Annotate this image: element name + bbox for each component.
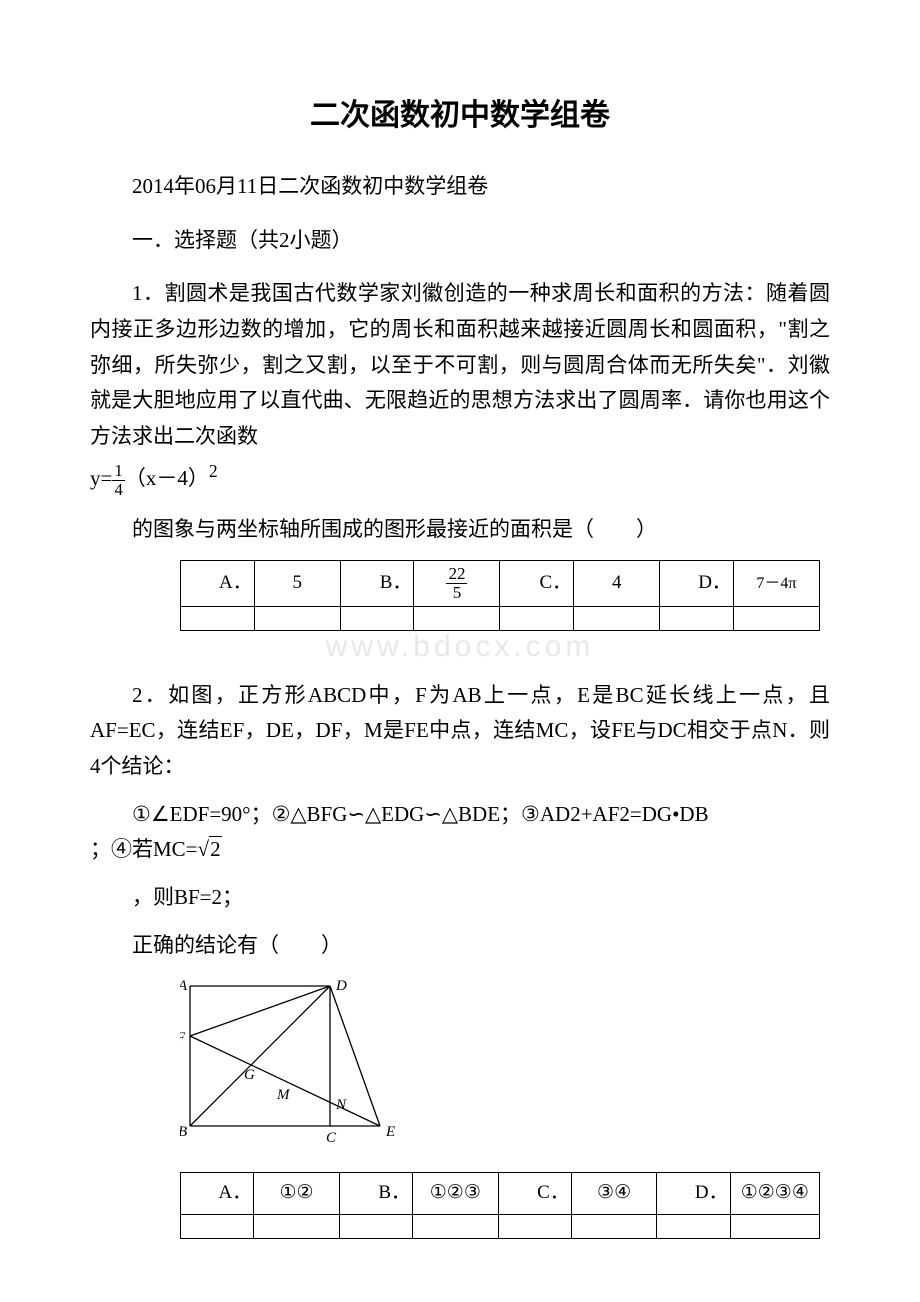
svg-text:M: M	[276, 1087, 291, 1103]
formula-prefix: y=	[90, 466, 112, 490]
svg-text:G: G	[244, 1067, 255, 1083]
q1-body: 1．割圆术是我国古代数学家刘徽创造的一种求周长和面积的方法：随着圆内接正多边形边…	[90, 276, 830, 454]
geometry-diagram: A D B C F E G M N	[180, 976, 410, 1151]
section-1-heading: 一．选择题（共2小题）	[90, 223, 830, 259]
table-row: A． ①② B． ①②③ C． ③④ D． ①②③④	[181, 1173, 820, 1214]
subtitle: 2014年06月11日二次函数初中数学组卷	[90, 169, 830, 205]
q2-figure: A D B C F E G M N	[180, 976, 830, 1163]
sqrt-icon: √2	[198, 836, 222, 861]
svg-text:B: B	[180, 1124, 187, 1140]
option-val-a: ①②	[254, 1173, 340, 1214]
q1-followup: 的图象与两坐标轴所围成的图形最接近的面积是（ ）	[90, 512, 830, 548]
svg-text:C: C	[326, 1130, 337, 1146]
fraction-icon: 225	[446, 565, 467, 602]
option-val-c: 4	[574, 561, 660, 607]
q2-line2: ①∠EDF=90°；②△BFG∽△EDG∽△BDE；③AD2+AF2=DG•DB…	[90, 797, 830, 868]
q2-line3: ，则BF=2；	[90, 880, 830, 916]
option-val-a: 5	[254, 561, 340, 607]
q2-body: 2．如图，正方形ABCD中，F为AB上一点，E是BC延长线上一点，且AF=EC，…	[90, 678, 830, 785]
option-val-c: ③④	[571, 1173, 657, 1214]
option-key-d: D．	[657, 1173, 730, 1214]
table-row: A． 5 B． 225 C． 4 D． 7－4π	[181, 561, 820, 607]
svg-text:F: F	[180, 1030, 186, 1046]
q2-line2b: ；④若MC=	[90, 837, 198, 861]
formula-exponent: 2	[209, 461, 218, 481]
option-val-b: ①②③	[413, 1173, 499, 1214]
svg-text:D: D	[335, 978, 347, 994]
svg-text:N: N	[335, 1097, 347, 1113]
option-key-c: C．	[498, 1173, 571, 1214]
table-row	[181, 606, 820, 630]
option-val-b: 225	[414, 561, 500, 607]
q1-formula: y=14（x－4）2	[90, 457, 830, 499]
option-key-a: A．	[181, 561, 255, 607]
q2-line4: 正确的结论有（ ）	[90, 928, 830, 964]
option-val-d: 7－4π	[733, 561, 819, 607]
option-key-d: D．	[660, 561, 734, 607]
option-val-d: ①②③④	[730, 1173, 819, 1214]
option-key-b: B．	[339, 1173, 412, 1214]
fraction-icon: 14	[112, 462, 125, 499]
q2-options-table: A． ①② B． ①②③ C． ③④ D． ①②③④	[180, 1172, 820, 1238]
svg-text:A: A	[180, 978, 188, 994]
table-row	[181, 1214, 820, 1238]
option-key-b: B．	[340, 561, 414, 607]
option-key-a: A．	[181, 1173, 254, 1214]
page-title: 二次函数初中数学组卷	[90, 90, 830, 141]
q1-options-table: A． 5 B． 225 C． 4 D． 7－4π	[180, 560, 820, 631]
q2-line2a: ①∠EDF=90°；②△BFG∽△EDG∽△BDE；③AD2+AF2=DG•DB	[132, 802, 709, 826]
option-key-c: C．	[500, 561, 574, 607]
formula-suffix: （x－4）	[125, 466, 209, 490]
svg-text:E: E	[385, 1124, 395, 1140]
